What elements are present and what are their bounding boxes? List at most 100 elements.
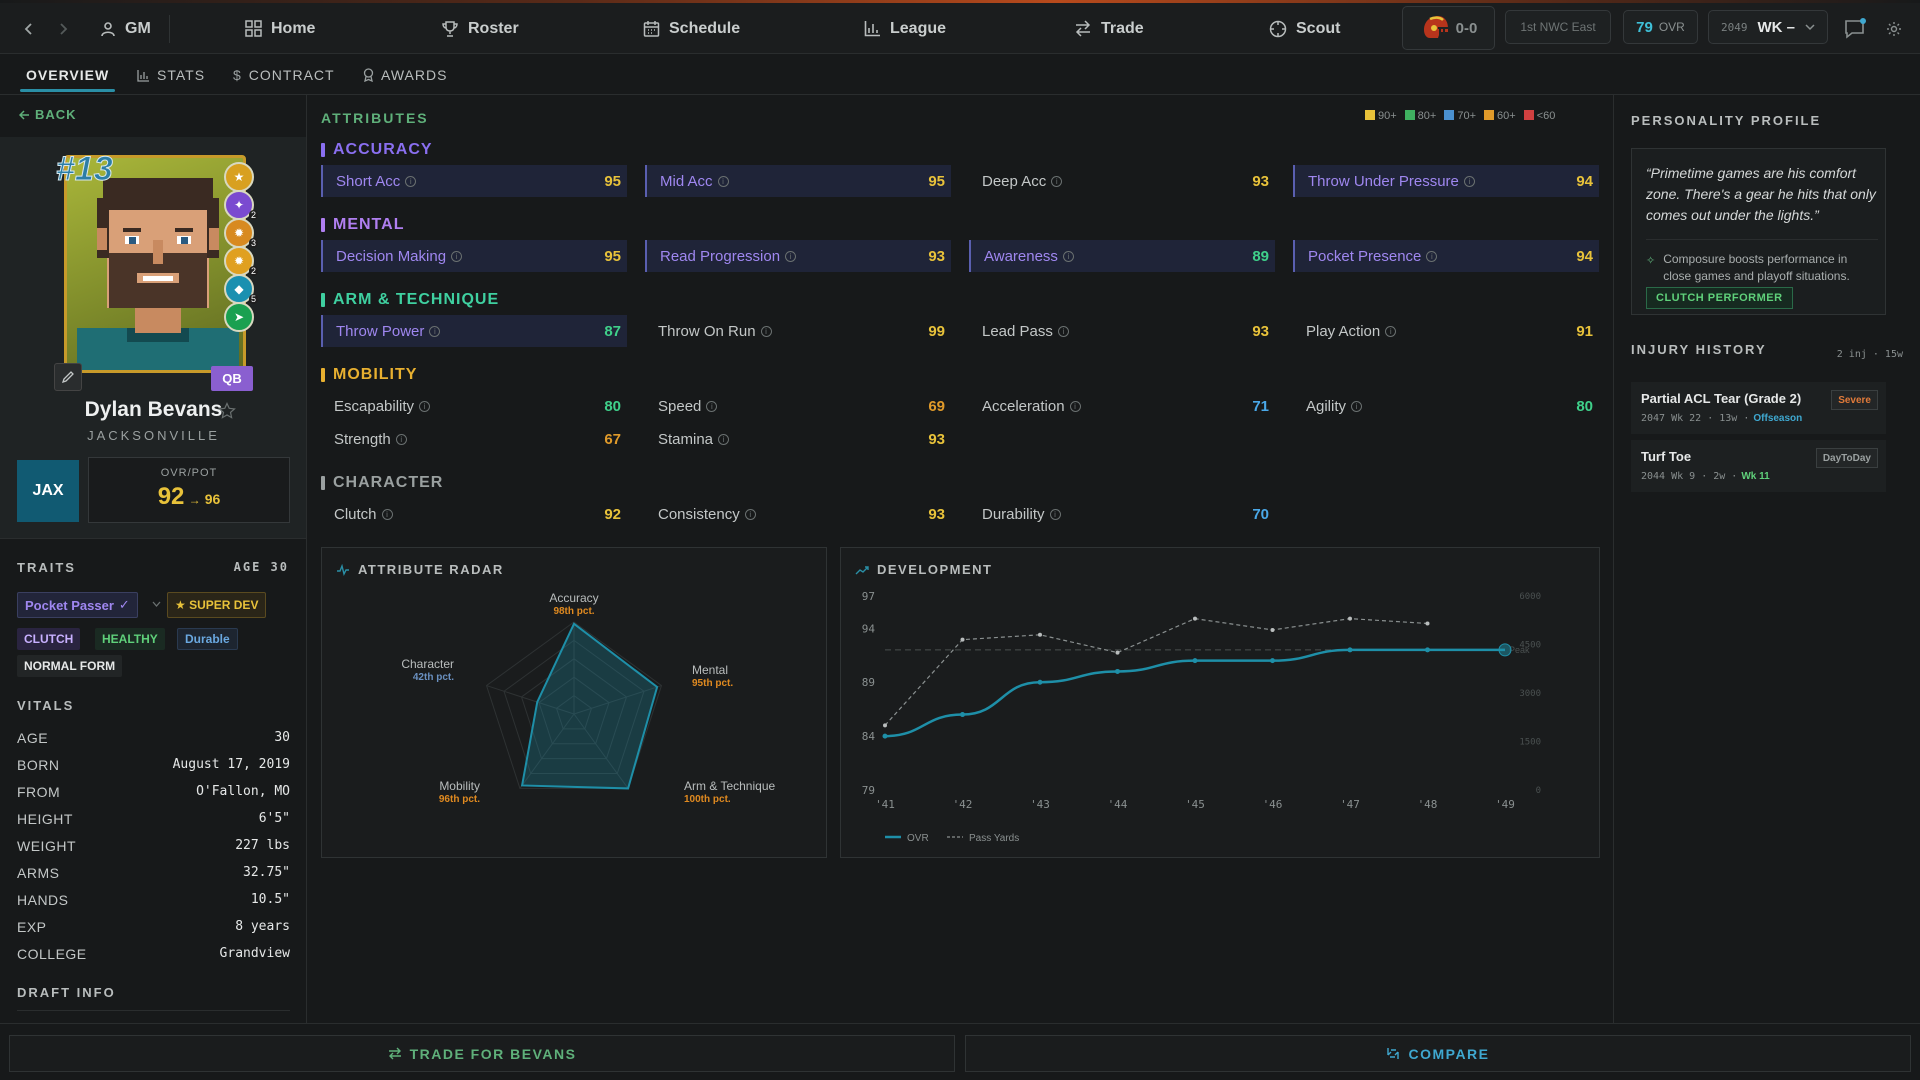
team-ovr-pill[interactable]: 79 OVR (1623, 10, 1698, 44)
nav-league[interactable]: League (864, 3, 946, 54)
nav-scout[interactable]: Scout (1269, 3, 1340, 54)
vital-label: WEIGHT (17, 837, 76, 854)
attribute-row[interactable]: Acceleration i 71 (969, 390, 1275, 422)
attribute-row[interactable]: Deep Acc i 93 (969, 165, 1275, 197)
tab-contract[interactable]: $ CONTRACT (233, 55, 335, 95)
attribute-row[interactable]: Short Acc i 95 (321, 165, 627, 197)
attribute-row[interactable]: Throw On Run i 99 (645, 315, 951, 347)
nav-trade[interactable]: Trade (1074, 3, 1144, 54)
nav-schedule[interactable]: Schedule (643, 3, 740, 54)
attribute-row[interactable]: Strength i 67 (321, 423, 627, 455)
attribute-row[interactable]: Speed i 69 (645, 390, 951, 422)
attribute-row[interactable]: Agility i 80 (1293, 390, 1599, 422)
attribute-row[interactable]: Durability i 70 (969, 498, 1275, 530)
back-link[interactable]: BACK (19, 107, 77, 122)
info-icon[interactable]: i (718, 433, 730, 445)
nav-gm[interactable]: GM (100, 3, 151, 54)
info-icon[interactable]: i (1463, 175, 1475, 187)
legend-label: 60+ (1497, 110, 1516, 122)
ovr-point[interactable] (960, 712, 965, 718)
ability-badge-icon[interactable]: ➤ (224, 302, 254, 332)
info-icon[interactable]: i (1057, 325, 1069, 337)
forward-arrow-icon[interactable] (52, 3, 74, 54)
attribute-row[interactable]: Pocket Presence i 94 (1293, 240, 1599, 272)
ovr-point[interactable] (1347, 647, 1353, 653)
info-icon[interactable]: i (1062, 250, 1074, 262)
vital-value: 32.75" (243, 865, 290, 880)
info-icon[interactable]: i (405, 175, 417, 187)
back-arrow-icon[interactable] (18, 3, 40, 54)
series-line-pass-yards (884, 618, 1428, 726)
nav-home[interactable]: Home (245, 3, 315, 54)
info-icon[interactable]: i (451, 250, 463, 262)
attribute-row[interactable]: Throw Under Pressure i 94 (1293, 165, 1599, 197)
info-icon[interactable]: i (429, 325, 441, 337)
compare-button-label: COMPARE (1408, 1045, 1490, 1062)
archetype-select[interactable]: Pocket Passer ✓ (17, 592, 138, 618)
attribute-row[interactable]: Play Action i 91 (1293, 315, 1599, 347)
attribute-row[interactable]: Lead Pass i 93 (969, 315, 1275, 347)
attribute-row[interactable]: Decision Making i 95 (321, 240, 627, 272)
trade-button[interactable]: TRADE FOR BEVANS (9, 1035, 955, 1072)
settings-gear-icon[interactable] (1882, 3, 1906, 54)
ability-badge-icon[interactable]: ◆ 5 (224, 274, 258, 304)
ovr-point[interactable] (1115, 668, 1120, 674)
attribute-row[interactable]: Consistency i 93 (645, 498, 951, 530)
tab-awards[interactable]: AWARDS (363, 55, 447, 95)
injury-meta-row: 2047 Wk 22 · 13w · Offseason (1641, 413, 1802, 424)
radar-spoke (573, 713, 629, 789)
messages-icon[interactable] (1840, 3, 1870, 54)
nav-roster[interactable]: Roster (441, 3, 519, 54)
injury-item[interactable]: Partial ACL Tear (Grade 2) 2047 Wk 22 · 1… (1631, 382, 1886, 434)
info-icon[interactable]: i (1049, 508, 1061, 520)
ovr-point[interactable] (1425, 647, 1430, 653)
ovr-point[interactable] (1270, 658, 1275, 664)
favorite-star-icon[interactable] (218, 402, 236, 420)
attribute-row[interactable]: Read Progression i 93 (645, 240, 951, 272)
team-record-pill[interactable]: 0-0 (1402, 6, 1495, 50)
injury-meta-row: 2044 Wk 9 · 2w · Wk 11 (1641, 471, 1770, 482)
info-icon[interactable]: i (717, 175, 729, 187)
ability-badge-icon[interactable]: ✦ 2 (224, 190, 258, 220)
ability-badge-icon[interactable]: ✹ 3 (224, 218, 258, 248)
attribute-row[interactable]: Mid Acc i 95 (645, 165, 951, 197)
info-icon[interactable]: i (785, 250, 797, 262)
info-icon[interactable]: i (1426, 250, 1438, 262)
info-icon[interactable]: i (706, 400, 718, 412)
attribute-name-group: Agility i (1306, 398, 1363, 415)
attribute-row[interactable]: Escapability i 80 (321, 390, 627, 422)
ability-badge-icon[interactable]: ✹ 2 (224, 246, 258, 276)
info-icon[interactable]: i (744, 508, 756, 520)
traits-age: AGE 30 (233, 560, 289, 574)
season-week-select[interactable]: 2049 WK – (1708, 10, 1828, 44)
attribute-value: 71 (1252, 397, 1269, 415)
chevron-down-icon[interactable] (152, 601, 161, 608)
info-icon[interactable]: i (1051, 175, 1063, 187)
compare-button[interactable]: COMPARE (965, 1035, 1911, 1072)
ovr-point[interactable] (1498, 643, 1512, 657)
standing-pill[interactable]: 1st NWC East (1505, 10, 1611, 44)
ovr-point[interactable] (1192, 658, 1198, 664)
attribute-row[interactable]: Awareness i 89 (969, 240, 1275, 272)
edit-pencil-icon[interactable] (54, 363, 82, 391)
ovr-point[interactable] (1037, 679, 1043, 685)
info-icon[interactable]: i (381, 508, 393, 520)
attribute-row[interactable]: Throw Power i 87 (321, 315, 627, 347)
info-icon[interactable]: i (760, 325, 772, 337)
ability-badge-icon[interactable]: ★ (224, 162, 254, 192)
ovr-point[interactable] (882, 733, 888, 739)
attribute-name: Durability (982, 505, 1045, 523)
tab-overview[interactable]: OVERVIEW (19, 55, 116, 95)
injury-item[interactable]: Turf Toe 2044 Wk 9 · 2w · Wk 11 DayToDay (1631, 440, 1886, 492)
attribute-row[interactable]: Clutch i 92 (321, 498, 627, 530)
nav-trade-label: Trade (1101, 19, 1144, 37)
info-icon[interactable]: i (1385, 325, 1397, 337)
info-icon[interactable]: i (395, 433, 407, 445)
tab-stats[interactable]: STATS (137, 55, 205, 95)
info-icon[interactable]: i (419, 400, 431, 412)
info-icon[interactable]: i (1069, 400, 1081, 412)
info-icon[interactable]: i (1351, 400, 1363, 412)
attribute-row[interactable]: Stamina i 93 (645, 423, 951, 455)
team-logo[interactable]: JAX (17, 460, 79, 522)
legend-label: 70+ (1457, 110, 1477, 122)
